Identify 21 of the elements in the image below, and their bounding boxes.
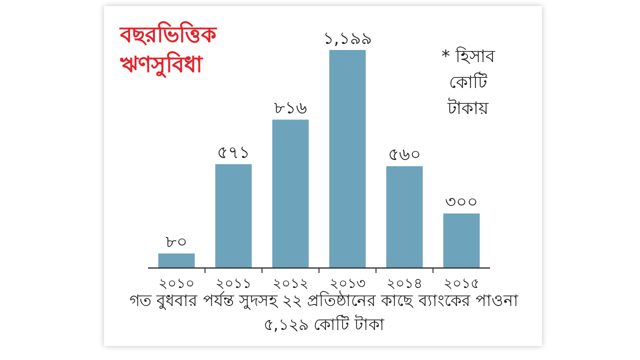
data-label: ৫৭১: [217, 143, 250, 164]
bar: [329, 50, 366, 268]
bar: [272, 120, 309, 268]
data-label: ১,১৯৯: [322, 29, 372, 49]
bar: [215, 164, 252, 268]
chart-title: বছরভিত্তিক ঋণসুবিধা: [119, 21, 218, 79]
x-tick-label: ২০১৫: [444, 276, 480, 292]
x-tick-label: ২০১৪: [386, 276, 422, 292]
x-tick-label: ২০১৩: [330, 276, 366, 292]
bar: [386, 166, 423, 268]
bar: [158, 253, 195, 268]
data-label: ৮১৬: [274, 98, 307, 119]
data-label: ৩০০: [445, 192, 478, 212]
bar: [443, 213, 480, 268]
x-tick-label: ২০১২: [272, 276, 308, 292]
x-tick-label: ২০১১: [216, 276, 252, 292]
data-label: ৮০: [166, 232, 188, 252]
text: গত বুধবার পর্যন্ত সুদসহ ২২ প্রতিষ্ঠানের কাছে ব্যাংকের পাওনা ৫,১২৯ কোটি টাকা: [130, 291, 518, 334]
annotation: * হিসাব কোটি টাকায়: [442, 46, 496, 119]
data-label: ৫৬০: [388, 145, 421, 166]
x-tick-label: ২০১০: [158, 276, 194, 292]
